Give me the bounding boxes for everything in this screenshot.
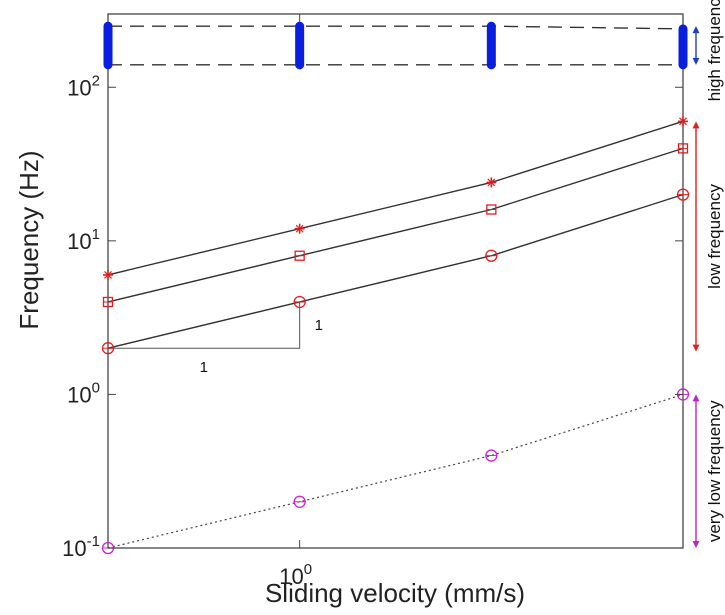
series-low-point <box>487 178 496 187</box>
series-low-point <box>679 117 687 126</box>
series-low-line-3 <box>107 147 684 303</box>
band-arrowhead-bottom-2 <box>692 541 700 548</box>
series-low-line-4 <box>107 193 684 349</box>
band-arrowhead-bottom-1 <box>692 344 700 352</box>
axis-ticks: 10-1 100 101 102 100 <box>62 14 683 589</box>
y-tick-label: 102 <box>67 72 100 100</box>
band-arrowhead-top-2 <box>692 394 700 402</box>
band-label-2: very low frequency <box>705 400 724 542</box>
slope-rise-label: 1 <box>315 317 323 334</box>
series-low-point <box>295 224 304 233</box>
band-label-1: low frequency <box>705 184 724 289</box>
y-tick-label: 101 <box>67 226 100 254</box>
plot-area: 11 <box>101 13 690 555</box>
series-low-point <box>104 270 112 279</box>
frequency-bands: high frequency low frequency very low freq… <box>692 0 724 548</box>
slope-run-label: 1 <box>200 359 208 376</box>
plot-frame <box>107 13 684 549</box>
band-arrowhead-bottom-0 <box>692 57 700 65</box>
x-axis-title: Sliding velocity (mm/s) <box>265 578 525 608</box>
y-axis-title: Frequency (Hz) <box>14 150 44 329</box>
y-tick-label: 10-1 <box>62 533 100 561</box>
series-low-line-2 <box>107 120 684 276</box>
band-arrowhead-top-1 <box>692 121 700 129</box>
band-arrowhead-top-0 <box>692 26 700 34</box>
series-very-low-line-5 <box>107 393 684 549</box>
x-tick-label: 100 <box>279 561 312 589</box>
y-tick-label: 100 <box>67 379 100 407</box>
series-high-line-0 <box>108 25 684 30</box>
slope-triangle <box>108 301 301 349</box>
band-label-0: high frequency <box>705 0 724 101</box>
